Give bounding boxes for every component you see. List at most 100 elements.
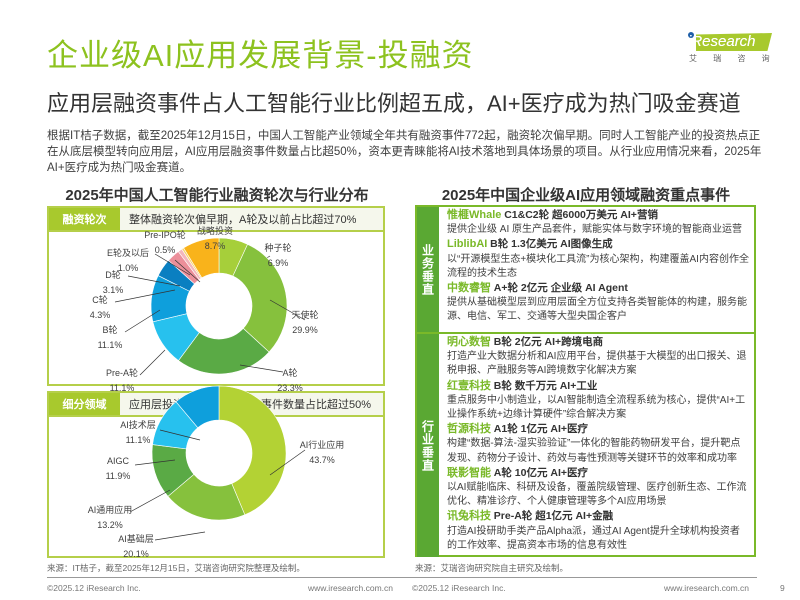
- slice-label: AI行业应用 43.7%: [300, 440, 345, 466]
- slice-name: AI行业应用: [299, 440, 345, 450]
- slice-name: A轮: [282, 368, 298, 378]
- slice-label: Pre-A轮 11.1%: [106, 368, 138, 394]
- leader-line: [174, 259, 201, 283]
- slice-value: 4.3%: [89, 310, 111, 320]
- event-description: 以AI赋能临床、科研及设备，覆盖院级管理、医疗创新生态、工作流优化、精准诊疗、个…: [447, 482, 747, 508]
- slice-value: 0.5%: [154, 245, 176, 255]
- event-company: LiblibAI: [447, 238, 488, 251]
- slice-value: 11.1%: [109, 383, 135, 393]
- slice-label: B轮 11.1%: [98, 325, 123, 351]
- event-item: 讯兔科技 Pre-A轮 超1亿元 AI+金融 打造AI投研助手类产品Alpha派，…: [447, 509, 749, 553]
- leader-line: [269, 299, 306, 321]
- page-title: 企业级AI应用发展背景-投融资: [47, 38, 474, 73]
- left-section-title: 2025年中国人工智能行业融资轮次与行业分布: [65, 187, 369, 204]
- event-company: 红壹科技: [447, 379, 491, 392]
- leader-line: [127, 275, 181, 287]
- event-detail: A+轮 2亿元 企业级 AI Agent: [493, 282, 628, 295]
- leader-line: [239, 364, 284, 373]
- event-company: 讯兔科技: [447, 510, 491, 523]
- footer-copyright-right: ©2025.12 iResearch Inc.: [412, 583, 506, 593]
- donut-slice: [175, 385, 220, 429]
- event-detail: A1轮 1亿元 AI+医疗: [493, 423, 589, 436]
- events-box: 业务垂直 行业垂直 惟榧Whale C1&C2轮 超6000万美元 AI+营销提…: [415, 205, 756, 557]
- slice-value: 20.1%: [123, 549, 149, 559]
- event-description: 重点服务中小制造业，以AI智能制造全流程系统为核心，提供“AI+工业操作系统+边…: [447, 394, 746, 421]
- slice-value: 23.3%: [277, 383, 303, 393]
- event-company: 中数睿智: [447, 282, 491, 295]
- donut-slice: [218, 385, 287, 516]
- leader-line: [269, 449, 306, 476]
- slice-value: 6.9%: [267, 258, 289, 268]
- event-company: 联影智能: [447, 466, 491, 479]
- footer-copyright-left: ©2025.12 iResearch Inc.: [47, 583, 141, 593]
- slice-name: AI技术层: [120, 420, 156, 430]
- event-detail: C1&C2轮 超6000万美元 AI+营销: [504, 209, 658, 221]
- slice-name: Pre-A轮: [105, 368, 139, 378]
- slice-name: C轮: [92, 295, 108, 305]
- leader-line: [114, 289, 176, 303]
- segments-tag: 细分领域: [49, 393, 120, 415]
- slice-label: C轮 4.3%: [90, 295, 111, 321]
- event-detail: A轮 10亿元 AI+医疗: [493, 466, 589, 479]
- funding-rounds-box: 融资轮次 整体融资轮次偏早期，A轮及以前占比超过70%: [47, 206, 385, 386]
- slice-value: 13.2%: [97, 520, 123, 530]
- page-subtitle: 应用层融资事件占人工智能行业比例超五成，AI+医疗成为热门吸金赛道: [47, 91, 741, 116]
- slice-value: 29.9%: [292, 325, 318, 335]
- footer-url-left: www.iresearch.com.cn: [308, 583, 394, 593]
- slice-label: 天使轮 29.9%: [291, 310, 318, 336]
- event-item: 中数睿智 A+轮 2亿元 企业级 AI Agent 提供从基础模型层到应用层面全方…: [447, 281, 749, 325]
- iresearch-logo: iResearch 艾 瑞 咨 询: [688, 32, 777, 63]
- slice-name: 种子轮: [264, 243, 292, 253]
- leader-line: [134, 459, 176, 466]
- funding-rounds-desc: 整体融资轮次偏早期，A轮及以前占比超过70%: [129, 214, 357, 226]
- slice-label: AI通用应用 13.2%: [88, 505, 133, 531]
- intro-paragraph: 根据IT桔子数据，截至2025年12月15日，中国人工智能产业领域全年共有融资事…: [47, 130, 762, 174]
- section-tag-industry: 行业垂直: [417, 334, 439, 557]
- funding-rounds-tag: 融资轮次: [49, 208, 120, 230]
- slice-value: 8.7%: [204, 241, 226, 251]
- slice-label: A轮 23.3%: [277, 368, 303, 394]
- slice-label: Pre-IPO轮 0.5%: [144, 230, 186, 256]
- event-description: 打造AI投研助手类产品Alpha派，通过AI Agent提升全球机构投资者的工作…: [447, 525, 740, 551]
- event-description: 构建“数据-算法-湿实验验证”一体化的智能药物研发平台，提升靶点发现、药物分子设…: [447, 438, 741, 464]
- slice-label: 种子轮 6.9%: [264, 243, 291, 269]
- leader-line: [139, 349, 166, 376]
- slice-name: E轮及以后: [106, 248, 150, 258]
- leader-line: [159, 429, 201, 441]
- slice-label: 战略投资 8.7%: [197, 226, 233, 252]
- event-company: 惟榧Whale: [447, 209, 502, 221]
- slice-value: 11.9%: [105, 471, 131, 481]
- event-item: LiblibAI B轮 1.3亿美元 AI图像生成 以“开源模型生态+模块化工具流…: [447, 237, 749, 281]
- page-number: 9: [780, 583, 785, 593]
- event-item: 联影智能 A轮 10亿元 AI+医疗以AI赋能临床、科研及设备，覆盖院级管理、医…: [447, 466, 749, 510]
- leader-line: [124, 309, 161, 333]
- slice-label: E轮及以后 1.0%: [107, 248, 149, 274]
- event-company: 明心数智: [447, 336, 491, 348]
- slice-name: B轮: [102, 325, 118, 335]
- slice-name: AI通用应用: [87, 505, 133, 515]
- donut-slice: [232, 243, 288, 353]
- slice-label: AI基础层 20.1%: [118, 534, 154, 560]
- leader-line: [129, 489, 171, 513]
- event-item: 明心数智 B轮 2亿元 AI+跨境电商 打造产业大数据分析和AI应用平台，提供基于…: [447, 335, 749, 379]
- event-description: 以“开源模型生态+模块化工具流”为核心架构，构建覆盖AI内容创作全流程的技术生态: [447, 253, 749, 279]
- footer-url-right: www.iresearch.com.cn: [664, 583, 750, 593]
- event-description: 提供企业级 AI 原生产品套件，赋能实体与数字环境的智能商业运营: [447, 224, 743, 236]
- left-source: 来源：IT桔子，截至2025年12月15日，艾瑞咨询研究院整理及绘制。: [47, 563, 305, 573]
- slice-name: AI基础层: [118, 534, 154, 544]
- donut-slice: [183, 237, 220, 279]
- slice-value: 43.7%: [309, 455, 335, 465]
- slice-label: AIGC 11.9%: [106, 456, 131, 482]
- event-item: 惟榧Whale C1&C2轮 超6000万美元 AI+营销提供企业级 AI 原生…: [447, 208, 749, 237]
- slice-name: D轮: [105, 270, 121, 280]
- footer-divider: [47, 577, 757, 578]
- slice-label: AI技术层 11.1%: [120, 420, 156, 446]
- event-description: 提供从基础模型层到应用层面全方位支持各类智能体的构建，服务能源、电信、军工、交通…: [447, 297, 747, 323]
- slice-name: AIGC: [106, 456, 130, 466]
- event-item: 哲源科技 A1轮 1亿元 AI+医疗 构建“数据-算法-湿实验验证”一体化的智能药…: [447, 422, 749, 466]
- section-tag-business: 业务垂直: [417, 207, 439, 332]
- slice-value: 3.1%: [102, 285, 124, 295]
- slice-value: 11.1%: [97, 340, 123, 350]
- slice-label: D轮 3.1%: [103, 270, 124, 296]
- slice-value: 1.0%: [117, 263, 139, 273]
